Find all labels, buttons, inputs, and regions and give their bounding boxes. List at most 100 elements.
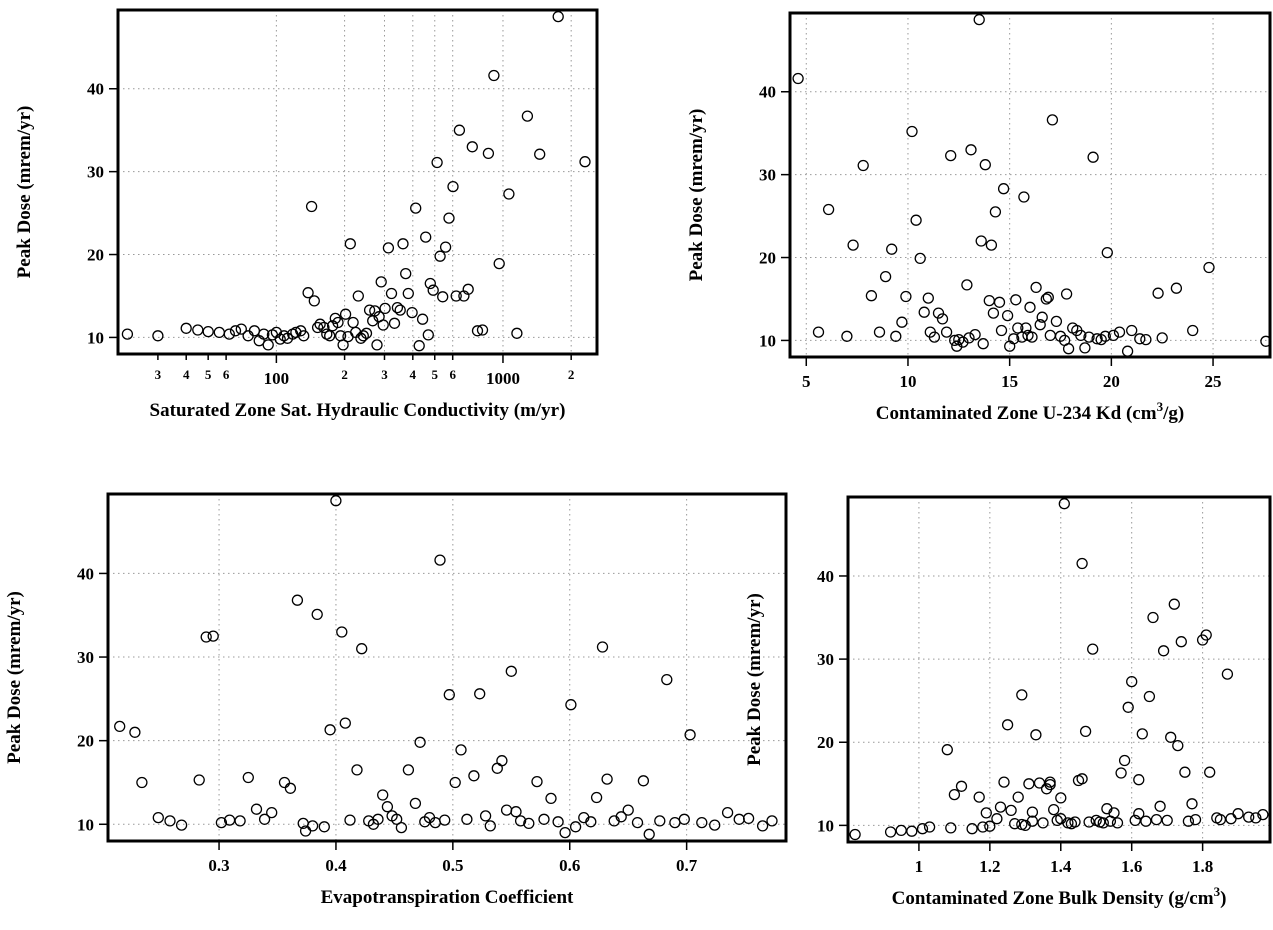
data-point <box>324 330 336 342</box>
data-point <box>318 821 330 833</box>
data-point <box>559 826 571 839</box>
x-tick-label: 25 <box>1205 372 1222 391</box>
x-tick-label: 4 <box>183 367 190 382</box>
data-point <box>884 826 897 838</box>
data-point <box>1179 766 1191 778</box>
data-point <box>1136 728 1148 740</box>
data-point <box>1143 690 1156 703</box>
data-point <box>985 239 998 251</box>
data-point <box>414 736 426 748</box>
data-point <box>669 816 681 829</box>
x-tick-label: 6 <box>223 367 230 382</box>
data-point <box>416 313 429 325</box>
y-tick-label: 20 <box>759 249 776 268</box>
data-point <box>409 797 422 810</box>
data-point <box>152 811 164 824</box>
data-point <box>1010 294 1022 306</box>
data-point <box>742 812 755 825</box>
data-point <box>395 821 408 834</box>
data-point <box>1221 668 1234 680</box>
data-point <box>895 824 907 837</box>
data-point <box>637 775 650 787</box>
data-point <box>979 159 991 171</box>
data-point <box>955 780 968 792</box>
data-point <box>434 554 446 566</box>
chart-panel-4: 1 1.2 1.4 1.6 1.8 10 20 30 40 Contaminated Zone B… <box>744 495 1272 909</box>
x-tick-label: 10 <box>899 372 916 391</box>
data-point <box>439 814 451 826</box>
data-point <box>1055 792 1067 804</box>
data-point <box>1122 701 1134 713</box>
y-tick-label: 40 <box>77 564 94 583</box>
data-point <box>258 328 270 340</box>
data-point <box>936 313 949 325</box>
data-point <box>213 326 225 339</box>
data-point <box>1150 813 1163 826</box>
data-point <box>822 203 835 216</box>
data-point <box>585 816 597 828</box>
data-point <box>886 243 898 255</box>
data-point <box>1030 729 1042 741</box>
data-point <box>997 183 1010 195</box>
data-point <box>1058 498 1070 510</box>
data-point <box>347 316 359 329</box>
data-point <box>1172 739 1184 752</box>
data-point <box>200 631 212 643</box>
data-point <box>579 156 591 168</box>
x-tick-label: 1000 <box>486 369 520 388</box>
data-point <box>337 339 349 351</box>
x-tick-label: 0.5 <box>442 856 463 875</box>
y-axis-label: Peak Dose (mrem/yr) <box>14 106 35 279</box>
data-point <box>482 147 495 160</box>
data-point <box>437 291 449 303</box>
data-point <box>1040 293 1052 305</box>
data-point <box>873 326 886 338</box>
data-point <box>381 801 394 813</box>
data-point <box>977 821 989 833</box>
data-point <box>500 804 513 816</box>
data-point <box>1001 719 1014 731</box>
x-tick-label: 1 <box>915 857 924 876</box>
x-tick-label: 1.6 <box>1121 857 1142 876</box>
data-point <box>468 770 480 782</box>
data-point <box>192 324 204 336</box>
data-point <box>1168 598 1180 610</box>
data-point <box>995 324 1008 337</box>
data-point <box>443 689 455 701</box>
data-point <box>961 279 973 291</box>
data-point <box>957 336 969 348</box>
data-point <box>491 762 503 774</box>
data-point <box>152 330 164 342</box>
data-point <box>372 813 384 825</box>
data-point <box>193 774 205 786</box>
data-point <box>857 159 869 172</box>
x-axis-label: Evapotranspiration Coefficient <box>321 887 574 908</box>
plot-frame <box>116 8 599 356</box>
data-point <box>129 726 141 738</box>
data-point <box>991 813 1003 825</box>
data-point <box>175 819 188 831</box>
y-axis-label: Peak Dose (mrem/yr) <box>686 109 707 282</box>
x-tick-label: 6 <box>449 367 456 382</box>
y-tick-label: 40 <box>759 83 776 102</box>
data-point <box>511 327 523 339</box>
y-tick-label: 20 <box>77 732 94 751</box>
data-point <box>248 325 261 337</box>
data-point <box>1001 309 1014 322</box>
data-point <box>121 328 134 340</box>
data-point <box>1069 816 1081 828</box>
data-point <box>1140 333 1152 346</box>
data-point <box>1042 291 1054 303</box>
x-tick-label: 1.8 <box>1192 857 1213 876</box>
data-point <box>951 340 963 352</box>
data-point <box>377 319 389 331</box>
data-point <box>488 69 500 82</box>
data-point <box>1076 773 1088 785</box>
data-point <box>569 821 582 833</box>
data-point <box>1024 301 1036 313</box>
data-point <box>1250 812 1262 824</box>
data-point <box>1107 329 1120 342</box>
data-point <box>406 306 418 319</box>
chart-panel-2: 5 10 15 20 25 10 20 30 40 Contaminated Zone U-234… <box>686 11 1272 424</box>
